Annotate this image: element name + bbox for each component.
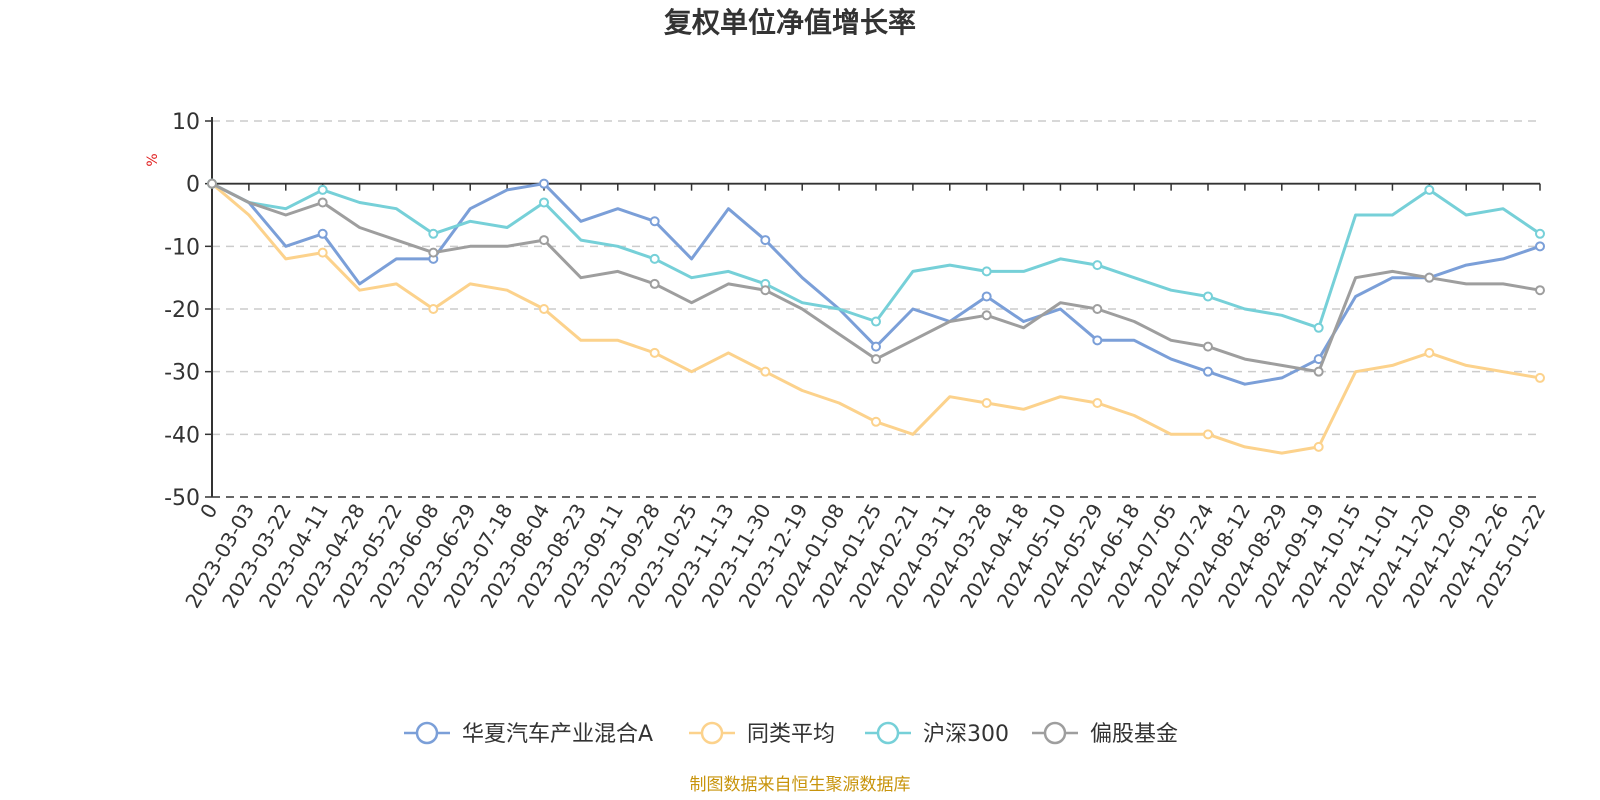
- data-point: [428, 247, 439, 258]
- data-point: [1203, 291, 1213, 302]
- y-tick-label: -40: [164, 423, 200, 448]
- y-tick-label: -10: [164, 235, 200, 260]
- data-point: [1203, 366, 1213, 377]
- legend-label: 同类平均: [747, 722, 835, 747]
- data-point: [981, 398, 992, 408]
- y-tick-label: -20: [164, 298, 200, 323]
- x-tick-label: 0: [195, 500, 222, 523]
- data-point: [428, 304, 439, 314]
- legend-label: 华夏汽车产业混合A: [462, 722, 653, 747]
- legend-marker: [700, 721, 724, 745]
- data-point: [1092, 260, 1103, 271]
- series-1: [207, 178, 1545, 386]
- legend-item-2: 同类平均: [689, 721, 835, 747]
- legend-item-1: 华夏汽车产业混合A: [404, 721, 653, 747]
- data-point: [1535, 228, 1545, 239]
- series-4: [207, 178, 1545, 377]
- series-2: [207, 178, 1545, 455]
- data-point: [1535, 241, 1545, 252]
- data-point: [1424, 272, 1435, 283]
- data-point: [871, 354, 881, 365]
- series-lines: [207, 178, 1545, 455]
- data-point: [317, 228, 328, 239]
- data-point: [649, 253, 660, 264]
- legend-item-3: 沪深300: [865, 721, 1009, 747]
- data-point: [1424, 347, 1435, 358]
- y-tick-label: 0: [186, 173, 200, 198]
- data-point: [317, 184, 328, 195]
- y-tick-labels: 10 0 -10 -20 -30 -40 -50: [164, 110, 200, 511]
- legend-label: 沪深300: [923, 722, 1009, 747]
- data-point: [871, 316, 881, 327]
- data-point: [1313, 366, 1324, 377]
- grid-lines: [212, 120, 1540, 436]
- y-tick-label: -50: [164, 486, 200, 511]
- legend-label: 偏股基金: [1090, 722, 1178, 747]
- data-point: [317, 197, 328, 208]
- data-point: [760, 235, 771, 246]
- x-tick-labels: 02023-03-032023-03-222023-04-112023-04-2…: [180, 500, 1550, 613]
- legend-marker: [876, 721, 900, 745]
- series-line: [210, 182, 1542, 386]
- data-point: [1203, 429, 1213, 440]
- chart-title: 复权单位净值增长率: [664, 6, 916, 39]
- data-point: [649, 216, 660, 227]
- data-point: [1092, 398, 1103, 408]
- data-point: [1313, 441, 1324, 452]
- legend: 华夏汽车产业混合A 同类平均 沪深300 偏股基金: [404, 721, 1178, 747]
- data-point: [317, 247, 328, 258]
- data-point: [981, 266, 992, 277]
- data-point: [871, 341, 881, 352]
- y-axis-label: %: [145, 153, 161, 166]
- data-point: [649, 278, 660, 289]
- y-tick-label: 10: [172, 110, 200, 135]
- data-point: [428, 228, 439, 239]
- data-point: [1203, 341, 1213, 352]
- data-point: [981, 291, 992, 302]
- data-point: [1424, 184, 1435, 195]
- data-point: [539, 235, 549, 246]
- legend-marker: [1043, 721, 1067, 745]
- data-point: [981, 310, 992, 321]
- data-point: [1092, 304, 1103, 314]
- data-point: [1092, 335, 1103, 346]
- data-point: [760, 366, 771, 377]
- data-point: [539, 197, 549, 208]
- data-point: [1313, 322, 1324, 333]
- legend-item-4: 偏股基金: [1032, 721, 1178, 747]
- legend-marker: [415, 721, 439, 745]
- series-line: [210, 182, 1542, 330]
- data-point: [1535, 372, 1545, 383]
- y-tick-label: -30: [164, 361, 200, 386]
- axes: [205, 117, 1541, 498]
- data-point: [539, 178, 549, 189]
- data-point: [649, 347, 660, 358]
- data-point: [539, 304, 549, 314]
- data-point: [207, 178, 217, 189]
- data-point: [760, 285, 771, 296]
- source-note: 制图数据来自恒生聚源数据库: [690, 775, 911, 795]
- data-point: [871, 416, 881, 427]
- data-point: [1535, 285, 1545, 296]
